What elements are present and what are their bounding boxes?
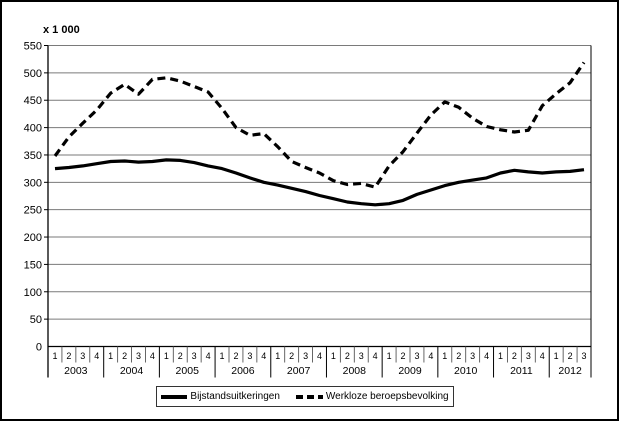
quarter-label: 3 xyxy=(582,351,587,361)
quarter-label: 4 xyxy=(261,351,266,361)
year-label: 2005 xyxy=(176,365,200,377)
quarter-label: 2 xyxy=(178,351,183,361)
year-label: 2004 xyxy=(120,365,144,377)
quarter-label: 3 xyxy=(470,351,475,361)
quarter-label: 1 xyxy=(275,351,280,361)
quarter-label: 3 xyxy=(247,351,252,361)
quarter-label: 2 xyxy=(456,351,461,361)
year-label: 2007 xyxy=(287,365,311,377)
year-label: 2006 xyxy=(231,365,255,377)
quarter-label: 1 xyxy=(554,351,559,361)
legend-item-werkloze-beroepsbevolking: Werkloze beroepsbevolking xyxy=(295,391,449,402)
year-label: 2011 xyxy=(510,365,533,377)
y-tick-label: 200 xyxy=(24,232,42,244)
y-tick-label: 400 xyxy=(24,123,42,135)
quarter-label: 4 xyxy=(317,351,322,361)
quarter-label: 3 xyxy=(359,351,364,361)
quarter-label: 4 xyxy=(484,351,489,361)
series-line-bijstandsuitkeringen xyxy=(54,158,585,207)
quarter-label: 1 xyxy=(498,351,503,361)
quarter-label: 2 xyxy=(401,351,406,361)
quarter-label: 4 xyxy=(206,351,211,361)
quarter-label: 4 xyxy=(150,351,155,361)
y-tick-label: 50 xyxy=(30,314,42,326)
quarter-label: 3 xyxy=(192,351,197,361)
legend-label-bijstandsuitkeringen: Bijstandsuitkeringen xyxy=(190,391,280,402)
y-tick-label: 150 xyxy=(24,259,42,271)
quarter-label: 2 xyxy=(233,351,238,361)
quarter-label: 4 xyxy=(94,351,99,361)
quarter-label: 1 xyxy=(220,351,225,361)
series-line-werkloze-beroepsbevolking xyxy=(53,61,586,189)
y-tick-label: 300 xyxy=(24,177,42,189)
y-tick-label: 500 xyxy=(24,68,42,80)
quarter-label: 4 xyxy=(428,351,433,361)
quarter-label: 2 xyxy=(122,351,127,361)
quarter-label: 2 xyxy=(66,351,71,361)
legend-label-werkloze-beroepsbevolking: Werkloze beroepsbevolking xyxy=(325,391,449,402)
quarter-label: 2 xyxy=(289,351,294,361)
year-label: 2003 xyxy=(64,365,88,377)
year-label: 2009 xyxy=(398,365,422,377)
legend: Bijstandsuitkeringen Werkloze beroepsbev… xyxy=(156,386,454,407)
year-label: 2012 xyxy=(558,365,582,377)
y-tick-label: 350 xyxy=(24,150,42,162)
quarter-label: 3 xyxy=(526,351,531,361)
quarter-label: 1 xyxy=(387,351,392,361)
quarter-label: 1 xyxy=(442,351,447,361)
quarter-label: 2 xyxy=(345,351,350,361)
dashed-line-sample xyxy=(295,394,323,399)
quarter-label: 1 xyxy=(331,351,336,361)
quarter-label: 2 xyxy=(512,351,517,361)
quarter-label: 4 xyxy=(540,351,545,361)
quarter-label: 3 xyxy=(136,351,141,361)
unit-label: x 1 000 xyxy=(43,24,80,36)
y-tick-label: 450 xyxy=(24,95,42,107)
y-tick-label: 0 xyxy=(36,342,42,354)
quarter-label: 1 xyxy=(164,351,169,361)
year-label: 2010 xyxy=(454,365,478,377)
legend-item-bijstandsuitkeringen: Bijstandsuitkeringen xyxy=(161,391,280,402)
y-tick-label: 250 xyxy=(24,205,42,217)
solid-line-sample xyxy=(161,394,188,399)
quarter-label: 3 xyxy=(414,351,419,361)
quarter-label: 3 xyxy=(80,351,85,361)
y-tick-label: 550 xyxy=(24,41,42,53)
quarter-label: 3 xyxy=(303,351,308,361)
year-label: 2008 xyxy=(343,365,367,377)
quarter-label: 4 xyxy=(373,351,378,361)
quarter-label: 1 xyxy=(52,351,57,361)
quarter-label: 2 xyxy=(568,351,573,361)
quarter-label: 1 xyxy=(108,351,113,361)
y-tick-label: 100 xyxy=(24,287,42,299)
